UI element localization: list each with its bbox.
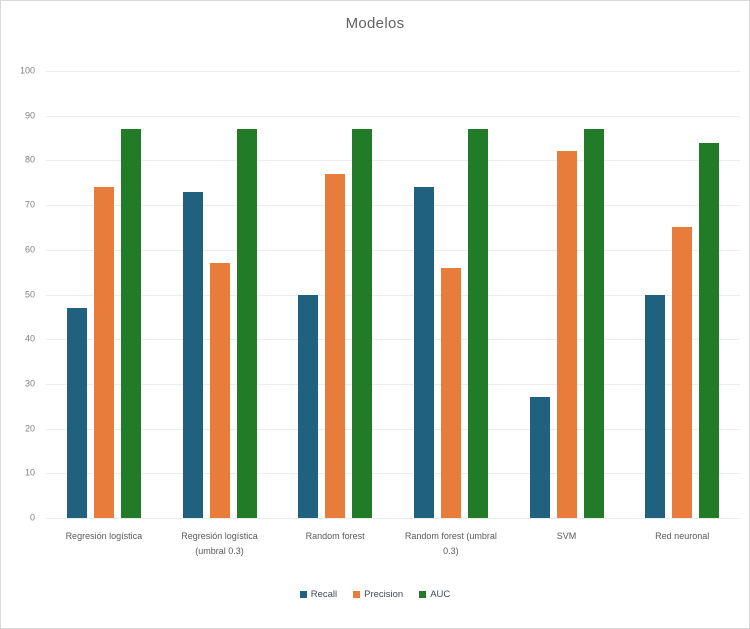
legend-label: Recall	[310, 589, 338, 600]
bar-recall	[66, 307, 87, 518]
bar-auc	[120, 129, 141, 518]
x-axis-label: Regresión logística	[65, 531, 143, 541]
gridline	[46, 115, 740, 117]
x-axis-label: SVM	[556, 531, 577, 541]
y-tick-label: 50	[24, 289, 35, 299]
bar-precision	[556, 151, 577, 518]
gridline	[46, 294, 740, 296]
legend-item-precision: Precision	[353, 589, 403, 600]
x-axis-label: Red neuronal	[655, 531, 710, 541]
y-tick-label: 60	[24, 244, 35, 255]
bar-group	[393, 71, 509, 518]
gridline	[46, 518, 740, 519]
gridline	[46, 249, 740, 251]
gridline	[46, 71, 740, 72]
legend-label: AUC	[430, 589, 451, 600]
y-tick-label: 90	[24, 110, 35, 121]
bar-precision	[93, 187, 114, 518]
bar-group	[162, 71, 278, 518]
legend-item-auc: AUC	[419, 589, 450, 600]
y-tick-label: 10	[24, 467, 35, 478]
bar-group	[277, 71, 393, 518]
bar-recall	[182, 191, 203, 518]
legend-swatch-icon	[419, 591, 427, 598]
legend-swatch-icon	[353, 591, 361, 598]
y-tick-label: 80	[24, 154, 35, 165]
bar-recall	[645, 294, 666, 518]
x-axis-label: Random forest (umbral 0.3)	[404, 531, 497, 557]
bar-precision	[672, 227, 693, 518]
plot-area	[46, 71, 740, 519]
gridline	[46, 205, 740, 207]
bar-auc	[699, 142, 720, 518]
y-tick-label: 20	[24, 423, 35, 434]
legend-item-recall: Recall	[299, 589, 338, 600]
bar-auc	[236, 129, 257, 518]
x-axis-label: Random forest	[305, 531, 365, 541]
x-axis-label: Regresión logística (umbral 0.3)	[181, 531, 258, 557]
y-tick-label: 40	[24, 333, 35, 344]
legend-swatch-icon	[299, 591, 307, 598]
y-tick-label: 0	[29, 512, 35, 523]
gridline	[46, 339, 740, 341]
y-axis: 0 10 20 30 40 50 60 70 80 90 100	[1, 66, 39, 522]
bar-group	[624, 71, 740, 518]
bar-group	[46, 71, 162, 518]
bar-recall	[529, 397, 550, 518]
gridline	[46, 383, 740, 385]
bar-auc	[352, 129, 373, 518]
bar-group	[509, 71, 625, 518]
y-tick-label: 100	[19, 65, 35, 76]
gridline	[46, 473, 740, 475]
y-tick-label: 70	[24, 199, 35, 210]
legend: Recall Precision AUC	[1, 589, 749, 600]
chart-title: Modelos	[345, 15, 405, 32]
x-axis: Regresión logística Regresión logística (…	[46, 525, 740, 560]
bar-auc	[583, 129, 604, 518]
bar-precision	[325, 173, 346, 518]
bar-precision	[209, 263, 230, 518]
bar-groups	[46, 71, 740, 518]
legend-label: Precision	[364, 589, 404, 600]
gridline	[46, 428, 740, 430]
y-tick-label: 30	[24, 378, 35, 389]
bar-recall	[413, 187, 434, 518]
gridline	[46, 160, 740, 162]
bar-auc	[467, 129, 488, 518]
bar-recall	[298, 294, 319, 518]
bar-precision	[440, 267, 461, 518]
